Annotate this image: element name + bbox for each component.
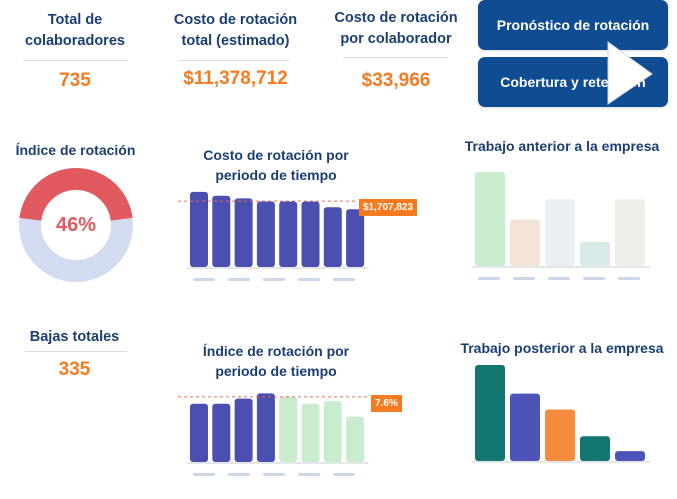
index-by-period-title-line2: periodo de tiempo xyxy=(215,363,337,379)
forecast-button[interactable]: Pronóstico de rotación xyxy=(478,0,668,50)
axis-tick-placeholder xyxy=(548,277,570,280)
turnover-index-value: 46% xyxy=(55,214,97,236)
turnover-index-donut xyxy=(19,168,133,282)
chart-bar xyxy=(346,416,365,462)
chart-bar xyxy=(212,195,231,267)
chart-bar xyxy=(323,207,342,267)
chart-bar xyxy=(615,199,645,266)
chart-bar xyxy=(323,401,342,462)
kpi-total-exits-label: Bajas totales xyxy=(29,329,120,345)
chart-bar xyxy=(615,451,645,461)
chart-bar xyxy=(190,403,208,462)
chart-bar xyxy=(580,436,610,461)
previous-job-title: Trabajo anterior a la empresa xyxy=(464,138,660,154)
chart-bar xyxy=(510,219,540,266)
kpi-total-employees-label: Total de colaboradores xyxy=(25,12,125,49)
axis-tick-placeholder xyxy=(298,278,320,281)
chart-bar xyxy=(545,409,575,461)
axis-tick-placeholder xyxy=(583,277,605,280)
chart-bar xyxy=(475,364,505,461)
chart-bar xyxy=(234,198,253,267)
chart-bar xyxy=(256,393,275,462)
index-by-period-chart xyxy=(178,393,370,476)
axis-tick-placeholder xyxy=(333,278,355,281)
chart-bar xyxy=(190,191,208,267)
axis-tick-placeholder xyxy=(263,278,285,281)
donut-filled-arc xyxy=(19,168,133,222)
cost-by-period-title-line2: periodo de tiempo xyxy=(215,167,337,183)
next-job-chart xyxy=(472,364,650,463)
chart-bar xyxy=(475,172,505,266)
chart-bar xyxy=(279,396,298,462)
kpi-turnover-cost-per-employee-label: Costo de rotación por colaborador xyxy=(334,10,458,47)
cost-by-period-chart xyxy=(178,191,369,281)
axis-tick-placeholder xyxy=(193,278,215,281)
axis-tick-placeholder xyxy=(478,277,500,280)
kpi-total-employees-value: 735 xyxy=(59,70,91,91)
kpi-turnover-cost-total-label: Costo de rotación total (estimado) xyxy=(173,12,298,49)
turnover-index-title: Índice de rotación xyxy=(15,142,136,158)
axis-tick-placeholder xyxy=(228,473,250,476)
kpi-total-exits-value: 335 xyxy=(58,359,91,380)
kpi-divider xyxy=(180,60,290,61)
kpi-divider xyxy=(25,351,127,352)
chart-bar xyxy=(301,201,320,267)
chart-bar xyxy=(580,241,610,266)
chart-bar xyxy=(545,199,575,266)
chart-bar xyxy=(510,393,540,461)
chart-bar xyxy=(256,201,275,267)
chart-bar xyxy=(212,403,231,462)
previous-job-chart xyxy=(472,172,650,280)
chart-bar xyxy=(279,201,298,267)
axis-tick-placeholder xyxy=(333,473,355,476)
index-by-period-callout: 7.6% xyxy=(371,395,402,412)
axis-tick-placeholder xyxy=(193,473,215,476)
cost-by-period-callout: $1,707,823 xyxy=(359,199,418,216)
axis-tick-placeholder xyxy=(513,277,535,280)
axis-tick-placeholder xyxy=(228,278,250,281)
kpi-divider xyxy=(23,60,128,61)
kpi-turnover-cost-per-employee-value: $33,966 xyxy=(361,70,431,91)
chart-bar xyxy=(234,398,253,462)
chart-bar xyxy=(301,403,320,462)
axis-tick-placeholder xyxy=(263,473,285,476)
kpi-divider xyxy=(343,57,448,58)
kpi-turnover-cost-total-value: $11,378,712 xyxy=(183,68,288,89)
chart-bar xyxy=(346,209,365,267)
index-by-period-title-line1: Índice de rotación por xyxy=(202,343,350,359)
axis-tick-placeholder xyxy=(298,473,320,476)
cost-by-period-title-line1: Costo de rotación por xyxy=(203,147,349,163)
axis-tick-placeholder xyxy=(618,277,640,280)
next-job-title: Trabajo posterior a la empresa xyxy=(460,340,664,356)
mouse-pointer-icon xyxy=(607,41,653,105)
